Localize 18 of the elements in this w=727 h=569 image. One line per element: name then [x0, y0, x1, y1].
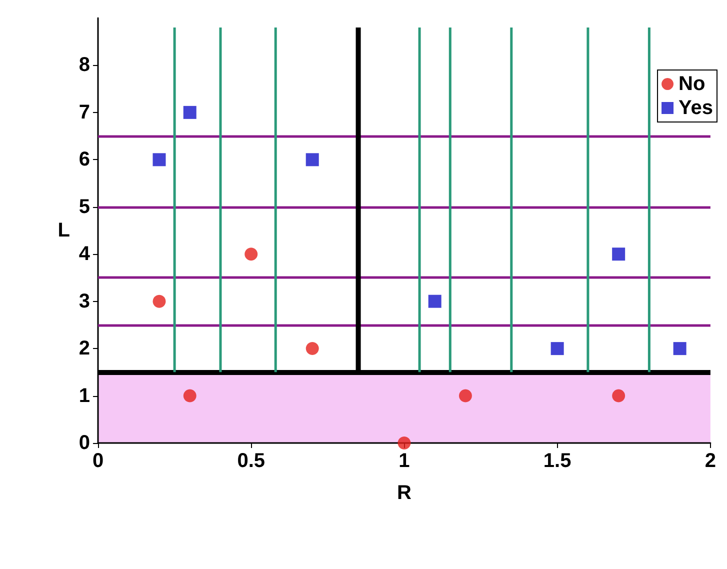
- y-tick-label: 0: [78, 432, 90, 454]
- y-axis-title: L: [58, 220, 70, 242]
- x-tick-label: 1: [398, 450, 410, 472]
- x-tick-label: 1.5: [543, 450, 572, 472]
- y-tick-label: 7: [78, 101, 90, 124]
- y-tick-label: 4: [78, 243, 91, 266]
- y-tick-label: 2: [78, 338, 90, 360]
- legend-label: No: [678, 73, 706, 95]
- x-tick-label: 2: [704, 450, 716, 472]
- legend-label: Yes: [678, 97, 713, 119]
- x-axis-title: R: [396, 482, 412, 504]
- y-tick-label: 3: [78, 290, 90, 312]
- x-tick-label: 0.5: [237, 450, 266, 472]
- x-tick-label: 0: [92, 450, 104, 472]
- y-tick-label: 5: [78, 196, 90, 218]
- y-tick-label: 8: [78, 54, 90, 76]
- y-tick-label: 1: [78, 384, 90, 407]
- y-tick-label: 6: [78, 148, 90, 171]
